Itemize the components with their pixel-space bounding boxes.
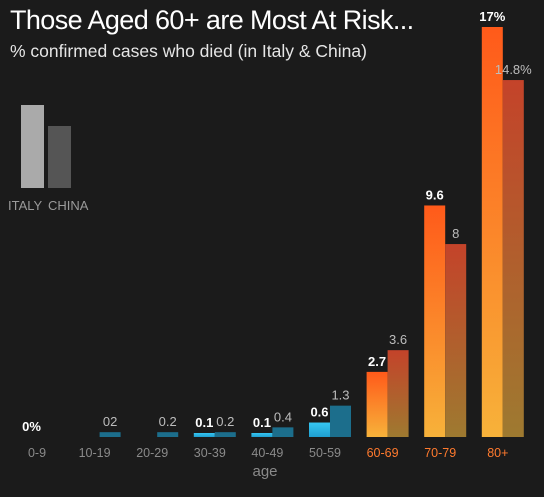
x-tick-10-19: 10-19: [79, 446, 111, 460]
value-label-china-70-79: 8: [452, 226, 459, 241]
value-label-china-50-59: 1.3: [331, 388, 349, 403]
bars: [99, 27, 524, 437]
bar-china-60-69: [387, 350, 409, 437]
value-label-china-10-19: 02: [103, 414, 117, 429]
bar-italy-70-79: [424, 205, 446, 437]
legend-swatch-italy: [21, 105, 44, 188]
value-label-italy-50-59: 0.6: [310, 405, 328, 420]
value-label-italy-0-9: 0%: [22, 419, 41, 434]
value-label-italy-80+: 17%: [479, 9, 505, 24]
bar-china-50-59: [330, 405, 351, 437]
legend-label-china: CHINA: [48, 198, 89, 213]
chart-subtitle: % confirmed cases who died (in Italy & C…: [10, 41, 367, 61]
bar-italy-30-39: [193, 433, 215, 437]
value-label-china-80+: 14.8%: [495, 62, 532, 77]
value-label-italy-40-49: 0.1: [253, 415, 271, 430]
chart-title: Those Aged 60+ are Most At Risk...: [10, 5, 414, 35]
value-label-italy-70-79: 9.6: [426, 187, 444, 202]
bar-italy-80+: [481, 27, 503, 437]
bar-china-40-49: [272, 427, 294, 437]
bar-italy-50-59: [309, 422, 330, 437]
value-labels: 0% 02 0.2 0.1 0.2 0.1 0.4 0.61.32.73.69.6817%14…: [22, 9, 532, 434]
x-tick-0-9: 0-9: [28, 446, 46, 460]
value-label-china-30-39: 0.2: [216, 414, 234, 429]
value-label-italy-60-69: 2.7: [368, 354, 386, 369]
x-tick-20-29: 20-29: [136, 446, 168, 460]
x-tick-70-79: 70-79: [424, 446, 456, 460]
value-label-china-20-29: 0.2: [159, 414, 177, 429]
legend-label-italy: ITALY: [8, 198, 43, 213]
bar-china-20-29: [157, 432, 179, 437]
value-label-china-40-49: 0.4: [274, 409, 292, 424]
value-label-italy-30-39: 0.1: [195, 415, 213, 430]
legend: ITALY CHINA: [8, 105, 89, 213]
value-label-china-60-69: 3.6: [389, 332, 407, 347]
bar-china-10-19: [99, 432, 121, 437]
x-axis: 0-9 10-19 20-29 30-39 40-49 50-59 60-69 70-79 80…: [28, 446, 508, 460]
x-tick-30-39: 30-39: [194, 446, 226, 460]
x-tick-50-59: 50-59: [309, 446, 341, 460]
bar-china-70-79: [445, 244, 467, 437]
bar-italy-60-69: [366, 371, 388, 437]
x-tick-60-69: 60-69: [367, 446, 399, 460]
bar-italy-40-49: [251, 433, 273, 437]
x-tick-40-49: 40-49: [251, 446, 283, 460]
x-axis-label: age: [252, 463, 277, 480]
bar-china-30-39: [214, 432, 236, 437]
bar-china-80+: [502, 80, 524, 437]
x-tick-80+: 80+: [487, 446, 508, 460]
legend-swatch-china: [48, 126, 71, 188]
